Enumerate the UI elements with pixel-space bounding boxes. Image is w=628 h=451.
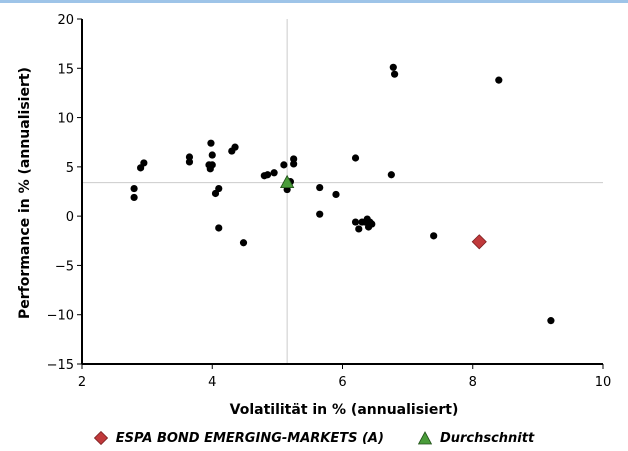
data-point — [316, 210, 324, 218]
y-axis-ticks: 20 15 10 5 0 −5 −10 −15 — [47, 13, 82, 373]
data-point — [368, 220, 376, 228]
y-tick-label: 5 — [66, 161, 74, 176]
x-tick-label: 6 — [338, 375, 346, 390]
data-point — [355, 225, 363, 233]
data-point — [290, 155, 298, 163]
data-point — [280, 161, 288, 169]
data-point — [185, 158, 194, 166]
data-point — [140, 159, 148, 167]
diamond-marker-icon — [93, 431, 108, 445]
y-tick-label: 15 — [57, 62, 74, 77]
data-point — [208, 161, 216, 169]
data-points — [130, 63, 555, 325]
data-point — [389, 63, 397, 71]
triangle-marker-icon — [417, 431, 432, 445]
x-axis-title: Volatilität in % (annualisiert) — [230, 402, 459, 418]
data-point — [316, 183, 324, 192]
y-tick-label: −5 — [55, 259, 74, 274]
data-point — [391, 70, 399, 78]
x-tick-label: 8 — [469, 375, 477, 390]
data-point — [215, 224, 223, 232]
legend-label-average: Durchschnitt — [439, 430, 535, 446]
data-point — [430, 232, 438, 240]
y-tick-label: 20 — [57, 13, 74, 28]
legend-label-fund: ESPA BOND EMERGING-MARKETS (A) — [115, 430, 384, 446]
x-tick-label: 2 — [78, 375, 86, 390]
chart-axes — [81, 19, 603, 365]
data-point — [239, 239, 248, 247]
y-tick-label: 0 — [66, 210, 74, 225]
x-axis-ticks: 2 4 6 8 10 — [78, 364, 611, 390]
average-crosshair — [82, 19, 603, 364]
top-accent-bar — [0, 0, 628, 3]
data-point — [231, 143, 239, 151]
y-tick-label: −15 — [47, 358, 74, 373]
fund-point — [471, 234, 487, 250]
data-point — [387, 171, 395, 179]
y-axis-title: Performance in % (annualisiert) — [17, 67, 33, 319]
data-point — [130, 193, 138, 202]
data-point — [130, 184, 138, 193]
data-point — [270, 169, 278, 177]
data-point — [207, 139, 215, 147]
x-tick-label: 10 — [595, 375, 612, 390]
legend-item-fund: ESPA BOND EMERGING-MARKETS (A) — [93, 430, 384, 446]
data-point — [215, 184, 223, 193]
y-tick-label: 10 — [57, 112, 74, 127]
data-point — [351, 218, 360, 226]
data-point — [185, 153, 194, 161]
y-tick-label: −10 — [47, 309, 74, 324]
data-point — [495, 76, 503, 84]
data-point — [332, 190, 340, 199]
data-point — [351, 154, 360, 162]
data-point — [290, 160, 298, 168]
data-point — [208, 151, 216, 159]
data-point — [547, 317, 555, 325]
data-point — [264, 171, 272, 179]
x-tick-label: 4 — [208, 375, 216, 390]
legend-item-average: Durchschnitt — [417, 430, 535, 446]
scatter-chart: 2 4 6 8 10 20 15 10 5 0 −5 −10 −15 Volatilität in %… — [17, 13, 611, 418]
chart-legend: ESPA BOND EMERGING-MARKETS (A) Durchschn… — [0, 428, 628, 448]
average-point — [279, 174, 295, 189]
